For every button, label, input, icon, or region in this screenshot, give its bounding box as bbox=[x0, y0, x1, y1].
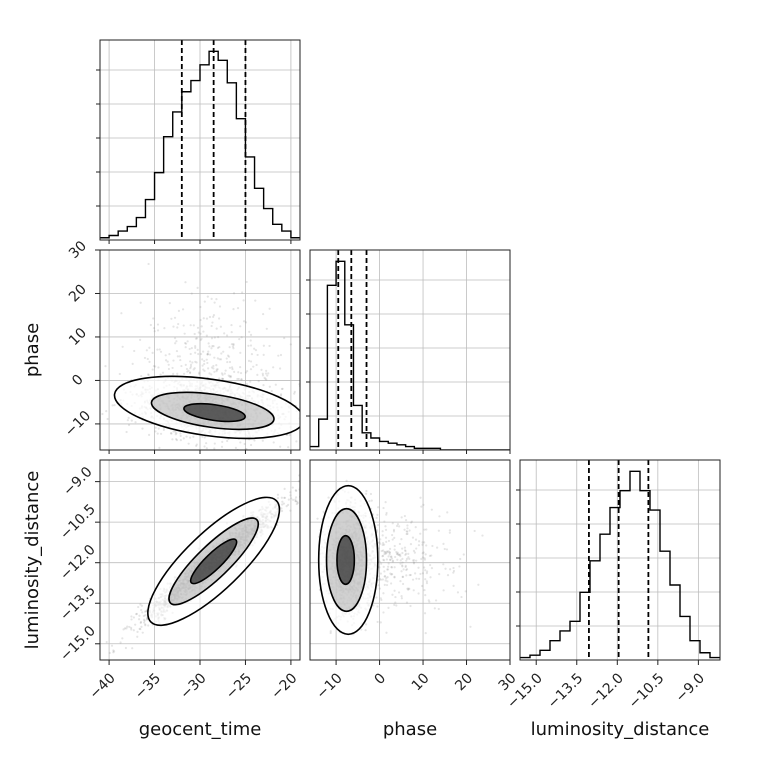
ytick-label: −13.5 bbox=[57, 582, 99, 624]
xtick-label: −20 bbox=[268, 670, 300, 702]
panel-frame bbox=[309, 459, 511, 661]
ytick-label: −15.0 bbox=[57, 623, 99, 665]
ytick-label: −12.0 bbox=[57, 542, 99, 584]
xtick-label: 20 bbox=[452, 670, 476, 694]
contour-level bbox=[183, 402, 246, 423]
contour-level bbox=[336, 534, 356, 586]
xtick-label: 0 bbox=[372, 670, 390, 688]
contour-level bbox=[189, 538, 238, 585]
xlabel-phase: phase bbox=[383, 719, 437, 740]
panel-frame bbox=[519, 459, 721, 661]
panel-frame bbox=[309, 249, 511, 451]
ytick-label: −10.5 bbox=[57, 501, 99, 543]
ytick-label: −9.0 bbox=[60, 464, 95, 499]
contours bbox=[113, 375, 300, 440]
xtick-label: −30 bbox=[177, 670, 209, 702]
xtick-label: −9.0 bbox=[673, 670, 708, 705]
ytick-label: 30 bbox=[66, 238, 90, 262]
xtick-label: −12.0 bbox=[585, 670, 627, 712]
ytick-label: 20 bbox=[66, 282, 90, 306]
xtick-label: −40 bbox=[86, 670, 118, 702]
histogram-phase bbox=[310, 260, 510, 450]
xlabel-geocent-time: geocent_time bbox=[139, 719, 262, 740]
ylabel-phase: phase bbox=[22, 323, 43, 377]
xlabel-luminosity-distance: luminosity_distance bbox=[531, 719, 710, 740]
ytick-label: 0 bbox=[69, 372, 87, 390]
xtick-label: −35 bbox=[132, 670, 164, 702]
xtick-label: −13.5 bbox=[545, 670, 587, 712]
xtick-label: −10.5 bbox=[626, 670, 668, 712]
data-layer bbox=[100, 40, 720, 660]
xtick-label: −25 bbox=[223, 670, 255, 702]
histogram-geocent-time bbox=[100, 50, 300, 239]
ylabel-luminosity-distance: luminosity_distance bbox=[22, 471, 43, 650]
xtick-label: 10 bbox=[409, 670, 433, 694]
ytick-label: −10 bbox=[62, 408, 94, 440]
histogram-luminosity-distance bbox=[520, 470, 720, 659]
contours bbox=[317, 484, 379, 636]
ytick-label: 10 bbox=[66, 325, 90, 349]
contours bbox=[147, 496, 281, 627]
xtick-label: −10 bbox=[313, 670, 345, 702]
